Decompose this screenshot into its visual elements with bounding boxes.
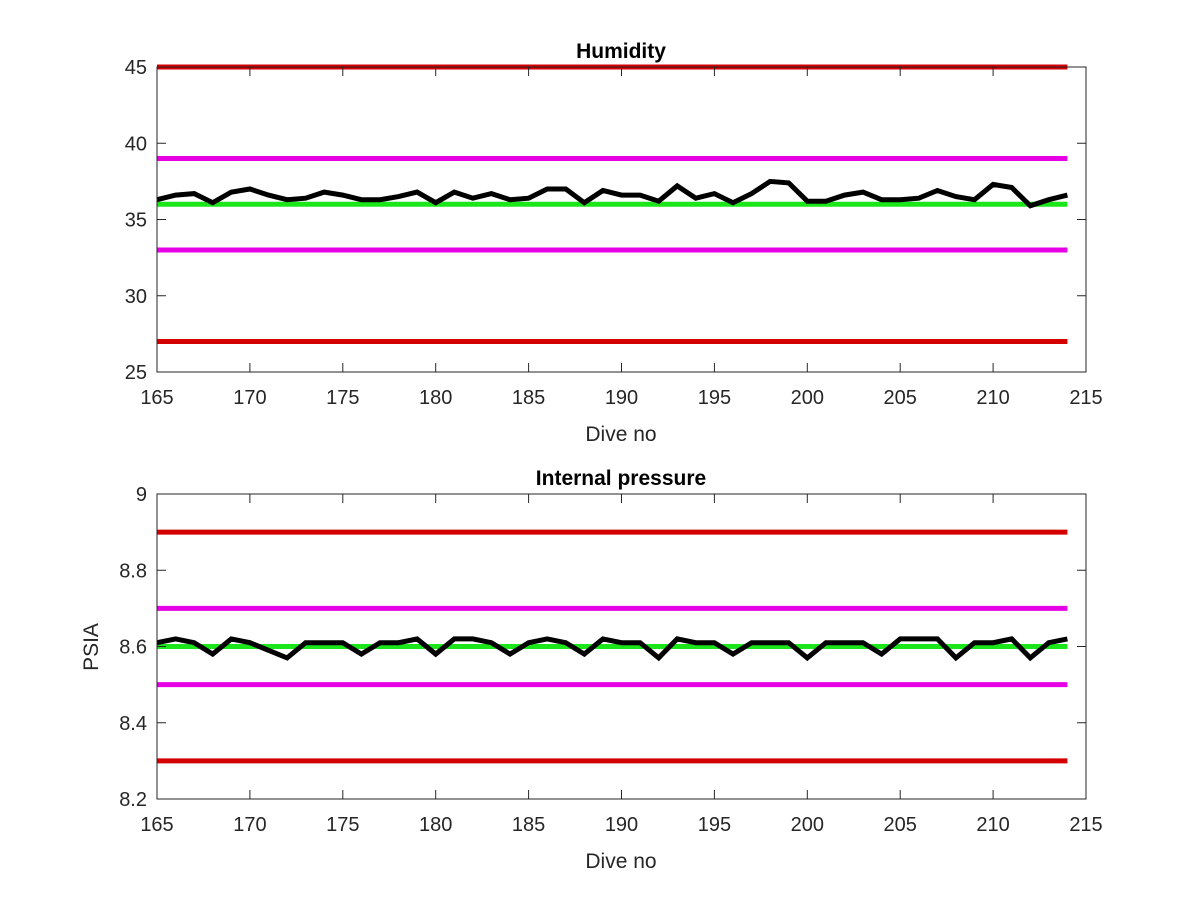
humidity-x-tick-label: 210 <box>976 387 1009 409</box>
internal-pressure-y-tick-label: 8.4 <box>119 713 147 735</box>
humidity-axes-box <box>156 66 1087 373</box>
humidity-y-tick-label: 30 <box>125 286 147 308</box>
humidity-x-tick-label: 205 <box>884 387 917 409</box>
internal-pressure-reference-lines <box>157 529 1068 764</box>
internal-pressure-x-tick-label: 215 <box>1069 814 1102 836</box>
internal-pressure-x-tick-label: 170 <box>233 814 266 836</box>
internal-pressure-y-tick-label: 9 <box>136 484 147 506</box>
internal-pressure-x-tick-label: 185 <box>512 814 545 836</box>
internal-pressure-x-tick-label: 195 <box>698 814 731 836</box>
humidity-x-tick-label: 170 <box>233 387 266 409</box>
humidity-x-tick-label: 175 <box>326 387 359 409</box>
internal-pressure-title: Internal pressure <box>536 467 706 490</box>
internal-pressure-x-axis-label: Dive no <box>585 850 656 873</box>
internal-pressure-y-tick-label: 8.2 <box>119 789 147 811</box>
humidity-x-tick-label: 165 <box>140 387 173 409</box>
internal-pressure-x-tick-label: 210 <box>976 814 1009 836</box>
humidity-ticks: 165 170 175 180 185 190 195 200 205 210 215 25 30 35 4… <box>125 57 1103 409</box>
internal-pressure-y-tick-label: 8.6 <box>119 637 147 659</box>
humidity-reference-lines <box>157 64 1068 344</box>
internal-pressure-data-line-0 <box>156 636 1068 662</box>
internal-pressure-x-tick-label: 205 <box>884 814 917 836</box>
humidity-plot: Humidity 165 170 175 180 185 190 195 200 205 210 2… <box>125 40 1103 446</box>
humidity-x-tick-label: 195 <box>698 387 731 409</box>
internal-pressure-x-tick-label: 200 <box>791 814 824 836</box>
humidity-title: Humidity <box>576 40 666 63</box>
humidity-data-line-0 <box>156 178 1069 209</box>
humidity-axes <box>156 66 1087 373</box>
humidity-x-tick-label: 200 <box>791 387 824 409</box>
humidity-series <box>156 178 1069 209</box>
internal-pressure-ticks: 165 170 175 180 185 190 195 200 205 210 215 8.2 8.4 8… <box>119 484 1103 836</box>
humidity-y-tick-label: 35 <box>125 210 147 232</box>
internal-pressure-x-tick-label: 190 <box>605 814 638 836</box>
humidity-y-tick-label: 45 <box>125 57 147 79</box>
internal-pressure-series <box>156 636 1068 662</box>
internal-pressure-x-tick-label: 165 <box>140 814 173 836</box>
internal-pressure-x-tick-label: 180 <box>419 814 452 836</box>
humidity-x-tick-label: 190 <box>605 387 638 409</box>
humidity-y-tick-label: 25 <box>125 362 147 384</box>
humidity-x-tick-label: 185 <box>512 387 545 409</box>
internal-pressure-y-axis-label: PSIA <box>80 623 103 671</box>
internal-pressure-plot: Internal pressure 165 170 175 180 185 190 195 2… <box>80 467 1103 873</box>
humidity-y-tick-label: 40 <box>125 133 147 155</box>
internal-pressure-x-tick-label: 175 <box>326 814 359 836</box>
humidity-x-axis-label: Dive no <box>585 423 656 446</box>
humidity-x-tick-label: 215 <box>1069 387 1102 409</box>
humidity-x-tick-label: 180 <box>419 387 452 409</box>
internal-pressure-y-tick-label: 8.8 <box>119 560 147 582</box>
